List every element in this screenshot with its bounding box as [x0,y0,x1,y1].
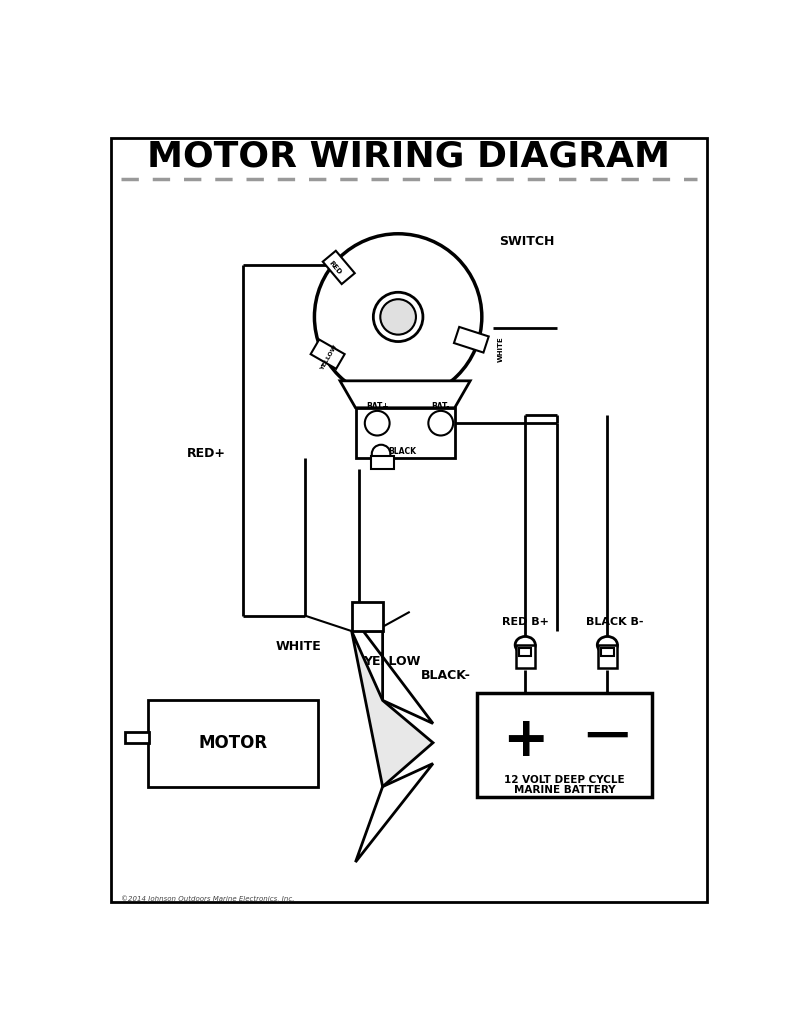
Text: ©2014 Johnson Outdoors Marine Electronics, Inc.: ©2014 Johnson Outdoors Marine Electronic… [121,895,295,901]
Text: BAT+: BAT+ [366,401,389,411]
Bar [598,645,617,668]
Bar [310,340,345,369]
Text: MOTOR: MOTOR [199,734,267,753]
Text: WHITE: WHITE [276,640,322,653]
Bar [371,456,394,469]
Circle shape [365,411,389,435]
Polygon shape [340,381,470,408]
Bar [519,648,531,655]
Circle shape [429,411,453,435]
Text: 12 VOLT DEEP CYCLE: 12 VOLT DEEP CYCLE [504,775,625,784]
Bar [477,692,651,797]
Bar [601,648,614,655]
Polygon shape [363,631,433,724]
Bar [516,645,535,668]
Circle shape [314,233,482,400]
Text: BAT-: BAT- [432,401,450,411]
Text: SWITCH: SWITCH [499,234,555,248]
Ellipse shape [516,637,535,653]
Text: −: − [581,706,634,768]
Bar [148,700,318,786]
Text: YELLOW: YELLOW [320,344,338,372]
Text: BLACK: BLACK [388,447,416,456]
Circle shape [373,292,423,342]
Text: YELLOW: YELLOW [363,655,421,669]
Bar [355,408,455,458]
Text: BLACK-: BLACK- [421,670,472,682]
Polygon shape [355,764,433,862]
Circle shape [381,299,416,335]
Text: +: + [502,714,548,768]
Text: RED B+: RED B+ [502,616,549,627]
Circle shape [372,444,390,463]
Bar [454,327,488,352]
Text: MOTOR WIRING DIAGRAM: MOTOR WIRING DIAGRAM [148,139,670,174]
Text: RED+: RED+ [187,447,225,461]
Bar [124,732,149,742]
Polygon shape [352,631,433,786]
Text: WHITE: WHITE [498,336,504,361]
Text: MARINE BATTERY: MARINE BATTERY [514,785,615,796]
Text: RED: RED [327,259,342,275]
Text: BLACK B-: BLACK B- [587,616,644,627]
Bar [352,602,382,631]
Bar [322,251,355,284]
Ellipse shape [597,637,618,653]
